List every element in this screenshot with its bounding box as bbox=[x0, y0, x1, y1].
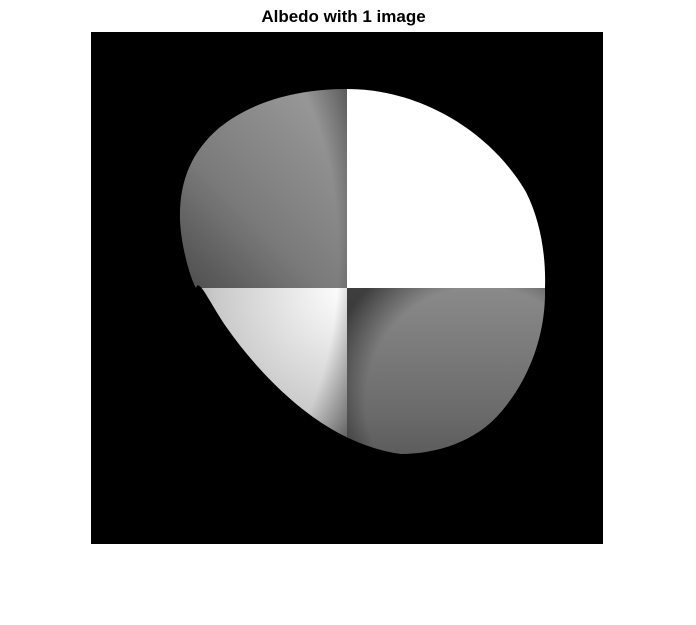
image-axes bbox=[91, 32, 603, 544]
edge-shading-bottom bbox=[347, 288, 546, 454]
edge-shading bbox=[179, 89, 347, 454]
figure-title: Albedo with 1 image bbox=[261, 7, 426, 26]
quadrant-top-right bbox=[347, 89, 546, 288]
albedo-image bbox=[179, 89, 546, 454]
